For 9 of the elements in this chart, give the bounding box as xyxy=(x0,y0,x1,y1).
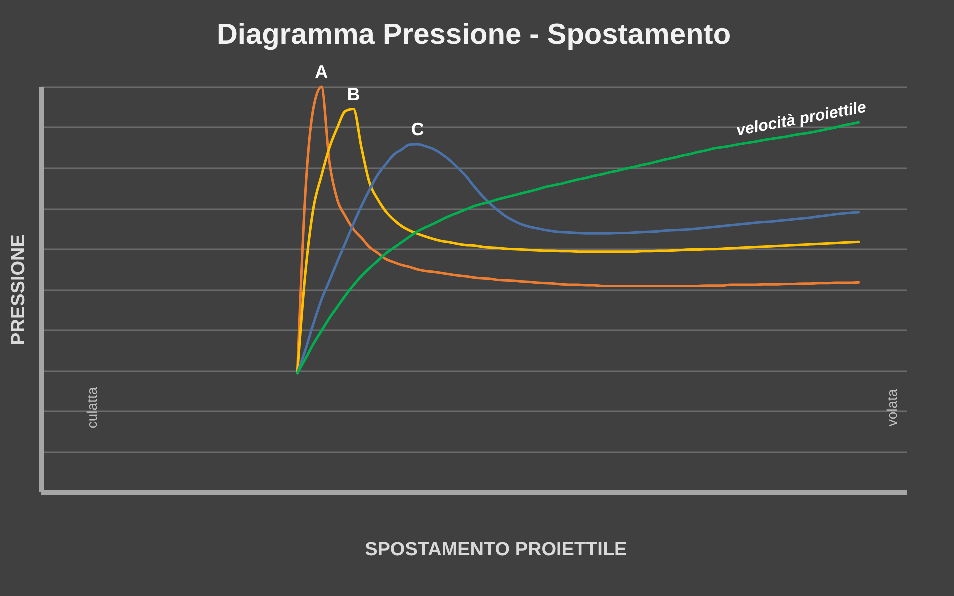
series-label: B xyxy=(347,84,360,104)
annotation: volata xyxy=(884,389,900,427)
series-label: C xyxy=(411,120,424,140)
x-axis-title: SPOSTAMENTO PROIETTILE xyxy=(365,540,628,560)
chart-title: Diagramma Pressione - Spostamento xyxy=(216,19,732,51)
annotation: culatta xyxy=(84,387,100,429)
y-axis-title: PRESSIONE xyxy=(8,234,30,346)
text: velocità proiettile xyxy=(735,99,868,140)
series-label: A xyxy=(315,62,328,82)
